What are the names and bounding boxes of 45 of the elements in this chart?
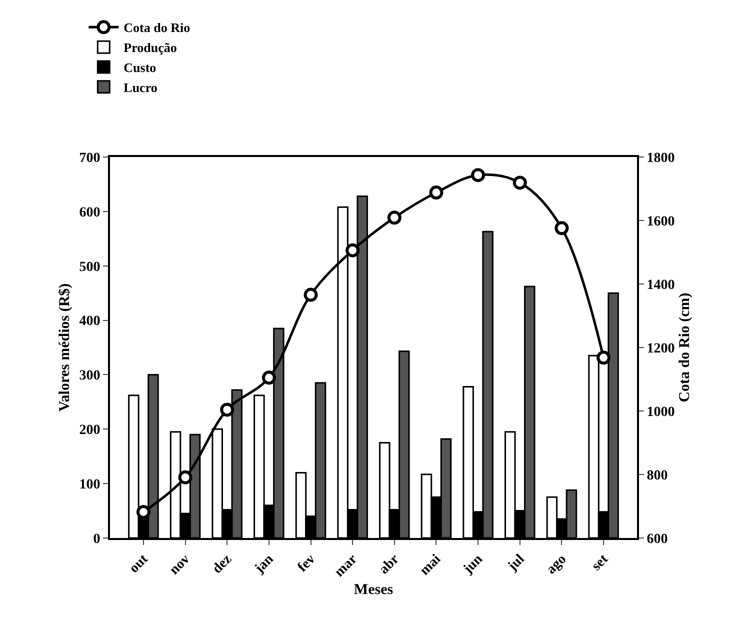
- x-tick-label: out: [126, 552, 152, 576]
- legend-label: Cota do Rio: [124, 20, 190, 36]
- x-tick-label: ago: [544, 552, 570, 578]
- point: [512, 176, 527, 190]
- x-tick-label: mar: [332, 552, 360, 580]
- x-axis-title: Meses: [354, 582, 394, 598]
- x-tick-label: dez: [210, 552, 235, 577]
- y-tick-label: 300: [79, 368, 100, 384]
- y2-tick-label: 1800: [646, 150, 675, 166]
- y-axis-title: Valores médios (R$): [57, 283, 73, 412]
- legend-label: Lucro: [124, 80, 158, 95]
- point: [387, 210, 402, 225]
- point: [346, 243, 360, 258]
- x-tick-label: jan: [252, 552, 277, 578]
- point: [262, 370, 276, 385]
- y2-tick-label: 1200: [646, 341, 675, 356]
- y-tick-label: 200: [79, 423, 100, 438]
- y2-tick-label: 800: [646, 468, 668, 484]
- y2-axis-title: Cota do Rio (cm): [676, 292, 693, 402]
- y-tick-label: 700: [79, 150, 100, 166]
- y2-tick-label: 1600: [646, 214, 675, 230]
- y2-tick-label: 1000: [646, 404, 675, 420]
- y-tick-label: 0: [93, 532, 100, 547]
- x-tick-label: mai: [417, 552, 444, 579]
- y2-tick-label: 1400: [646, 278, 675, 293]
- point: [471, 168, 486, 182]
- legend-label: Produção: [124, 40, 177, 56]
- x-tick-label: abr: [376, 552, 402, 578]
- x-tick-label: jun: [460, 552, 486, 578]
- point: [429, 186, 444, 200]
- x-tick-label: fev: [295, 552, 319, 576]
- y-tick-label: 600: [79, 205, 100, 220]
- x-tick-label: set: [589, 552, 612, 574]
- y2-tick-label: 600: [646, 532, 668, 547]
- point: [220, 402, 234, 417]
- point: [304, 288, 318, 302]
- point: [554, 221, 569, 236]
- x-tick-label: nov: [167, 552, 194, 578]
- y-tick-label: 100: [79, 477, 100, 492]
- point: [178, 470, 192, 484]
- y-tick-label: 500: [79, 260, 100, 275]
- point: [596, 350, 611, 365]
- y-tick-label: 400: [79, 314, 100, 330]
- x-tick-label: jul: [504, 552, 528, 575]
- legend-label: Custo: [124, 60, 156, 76]
